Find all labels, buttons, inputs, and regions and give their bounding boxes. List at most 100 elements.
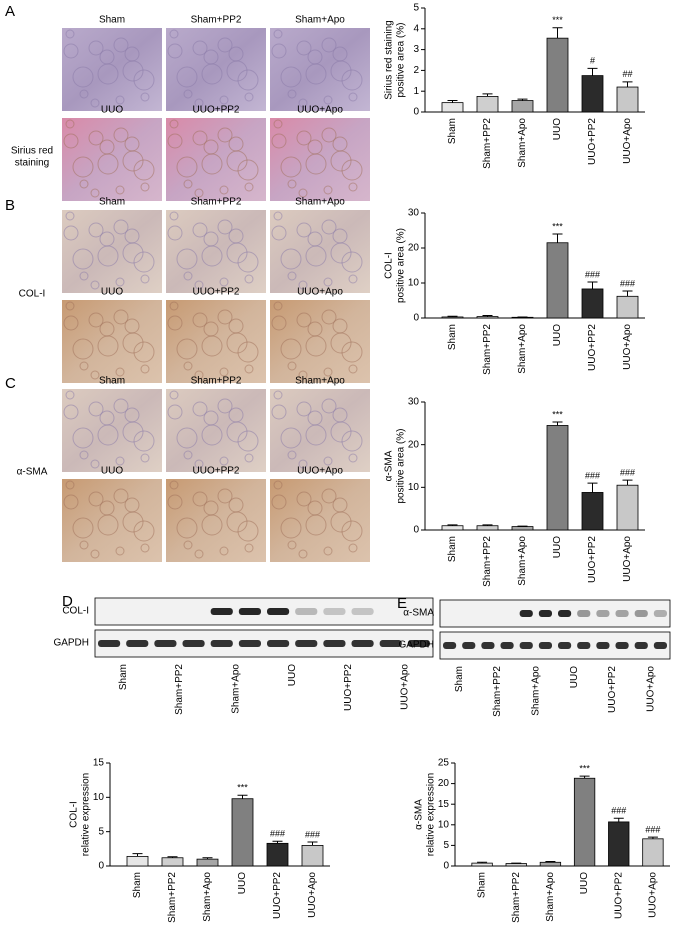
image-label: UUO	[101, 466, 123, 477]
blot-row-label: α-SMA	[403, 608, 434, 619]
y-tick-label: 4	[413, 23, 419, 34]
blot-band	[539, 610, 552, 617]
panel-letter: B	[5, 197, 15, 214]
error-bar	[588, 282, 598, 289]
y-tick-label: 15	[438, 799, 450, 810]
image-label: UUO	[101, 287, 123, 298]
blot-band	[654, 610, 667, 617]
bar	[512, 101, 533, 112]
error-bar	[133, 854, 143, 857]
bar	[232, 799, 253, 866]
lane-label: UUO	[569, 666, 580, 688]
y-axis-label: positive area (%)	[396, 428, 407, 503]
image-label: Sham+PP2	[191, 15, 242, 26]
image-label: Sham	[99, 197, 125, 208]
error-bar	[238, 795, 248, 798]
image-label: UUO+Apo	[297, 105, 343, 116]
bar	[547, 38, 568, 112]
significance-label: ***	[579, 764, 590, 774]
bar	[442, 526, 463, 530]
x-tick-label: Sham+PP2	[167, 872, 178, 923]
x-tick-label: UUO+Apo	[648, 872, 659, 918]
significance-label: ***	[552, 15, 563, 25]
blot-band	[481, 642, 494, 649]
y-tick-label: 20	[408, 439, 420, 450]
significance-label: #	[590, 56, 595, 66]
x-tick-label: UUO+PP2	[587, 536, 598, 583]
blot-band	[596, 642, 609, 649]
error-bar	[553, 422, 563, 425]
x-tick-label: UUO	[552, 536, 563, 558]
bar	[512, 527, 533, 530]
bar	[477, 96, 498, 112]
row-label: Sirius red	[11, 146, 53, 157]
y-axis-label: relative expression	[426, 773, 437, 856]
significance-label: ###	[611, 806, 626, 816]
y-axis-label: relative expression	[81, 773, 92, 856]
bar	[477, 317, 498, 318]
blot-band	[98, 640, 120, 647]
blot-band	[520, 642, 533, 649]
significance-label: ###	[620, 467, 635, 477]
x-tick-label: UUO+Apo	[307, 872, 318, 918]
lane-label: Sham+PP2	[492, 666, 503, 717]
bar	[617, 485, 638, 530]
blot-band	[295, 608, 317, 615]
bar	[643, 839, 664, 866]
blot-row-label: COL-I	[62, 606, 89, 617]
blot-band	[211, 608, 233, 615]
blot-band	[239, 640, 261, 647]
x-tick-label: Sham+Apo	[517, 536, 528, 586]
blot-row-label: GAPDH	[53, 638, 89, 649]
row-label: α-SMA	[17, 467, 48, 478]
blot-band	[558, 642, 571, 649]
blot-band	[654, 642, 667, 649]
blot-band	[577, 610, 590, 617]
significance-label: ###	[270, 829, 285, 839]
x-tick-label: UUO+Apo	[622, 536, 633, 582]
blot-band	[635, 610, 648, 617]
y-tick-label: 3	[413, 44, 419, 55]
x-tick-label: UUO	[237, 872, 248, 894]
bar	[162, 858, 183, 866]
image-label: UUO	[101, 105, 123, 116]
y-axis-label: α-SMA	[414, 799, 425, 830]
y-tick-label: 10	[408, 482, 420, 493]
lane-label: Sham	[118, 664, 129, 690]
lane-label: Sham	[454, 666, 465, 692]
y-tick-label: 2	[413, 65, 419, 76]
error-bar	[553, 28, 563, 38]
x-tick-label: Sham+PP2	[482, 324, 493, 375]
blot-band	[501, 642, 514, 649]
y-tick-label: 0	[98, 861, 104, 872]
image-label: Sham+PP2	[191, 197, 242, 208]
image-label: UUO+PP2	[193, 105, 240, 116]
panel-letter: C	[5, 375, 16, 392]
blot-band	[520, 610, 533, 617]
blot-band	[239, 608, 261, 615]
bar	[442, 103, 463, 112]
x-tick-label: Sham+Apo	[545, 872, 556, 922]
lane-label: Sham+Apo	[230, 664, 241, 714]
significance-label: ##	[622, 69, 632, 79]
lane-label: UUO+PP2	[607, 666, 618, 713]
bar	[267, 843, 288, 866]
blot-band	[462, 642, 475, 649]
blot-strip	[95, 598, 433, 625]
panel-letter: A	[5, 3, 15, 20]
bar	[197, 859, 218, 866]
bar	[582, 289, 603, 318]
y-axis-label: Sirius red staining	[384, 20, 395, 99]
blot-band	[616, 610, 629, 617]
blot-band	[596, 610, 609, 617]
y-axis-label: COL-I	[69, 801, 80, 828]
blot-band	[267, 608, 289, 615]
x-tick-label: Sham	[447, 536, 458, 562]
y-tick-label: 10	[408, 278, 420, 289]
blot-band	[443, 642, 456, 649]
x-tick-label: UUO	[579, 872, 590, 894]
y-tick-label: 10	[93, 792, 105, 803]
y-axis-label: α-SMA	[384, 450, 395, 481]
blot-band	[323, 608, 345, 615]
